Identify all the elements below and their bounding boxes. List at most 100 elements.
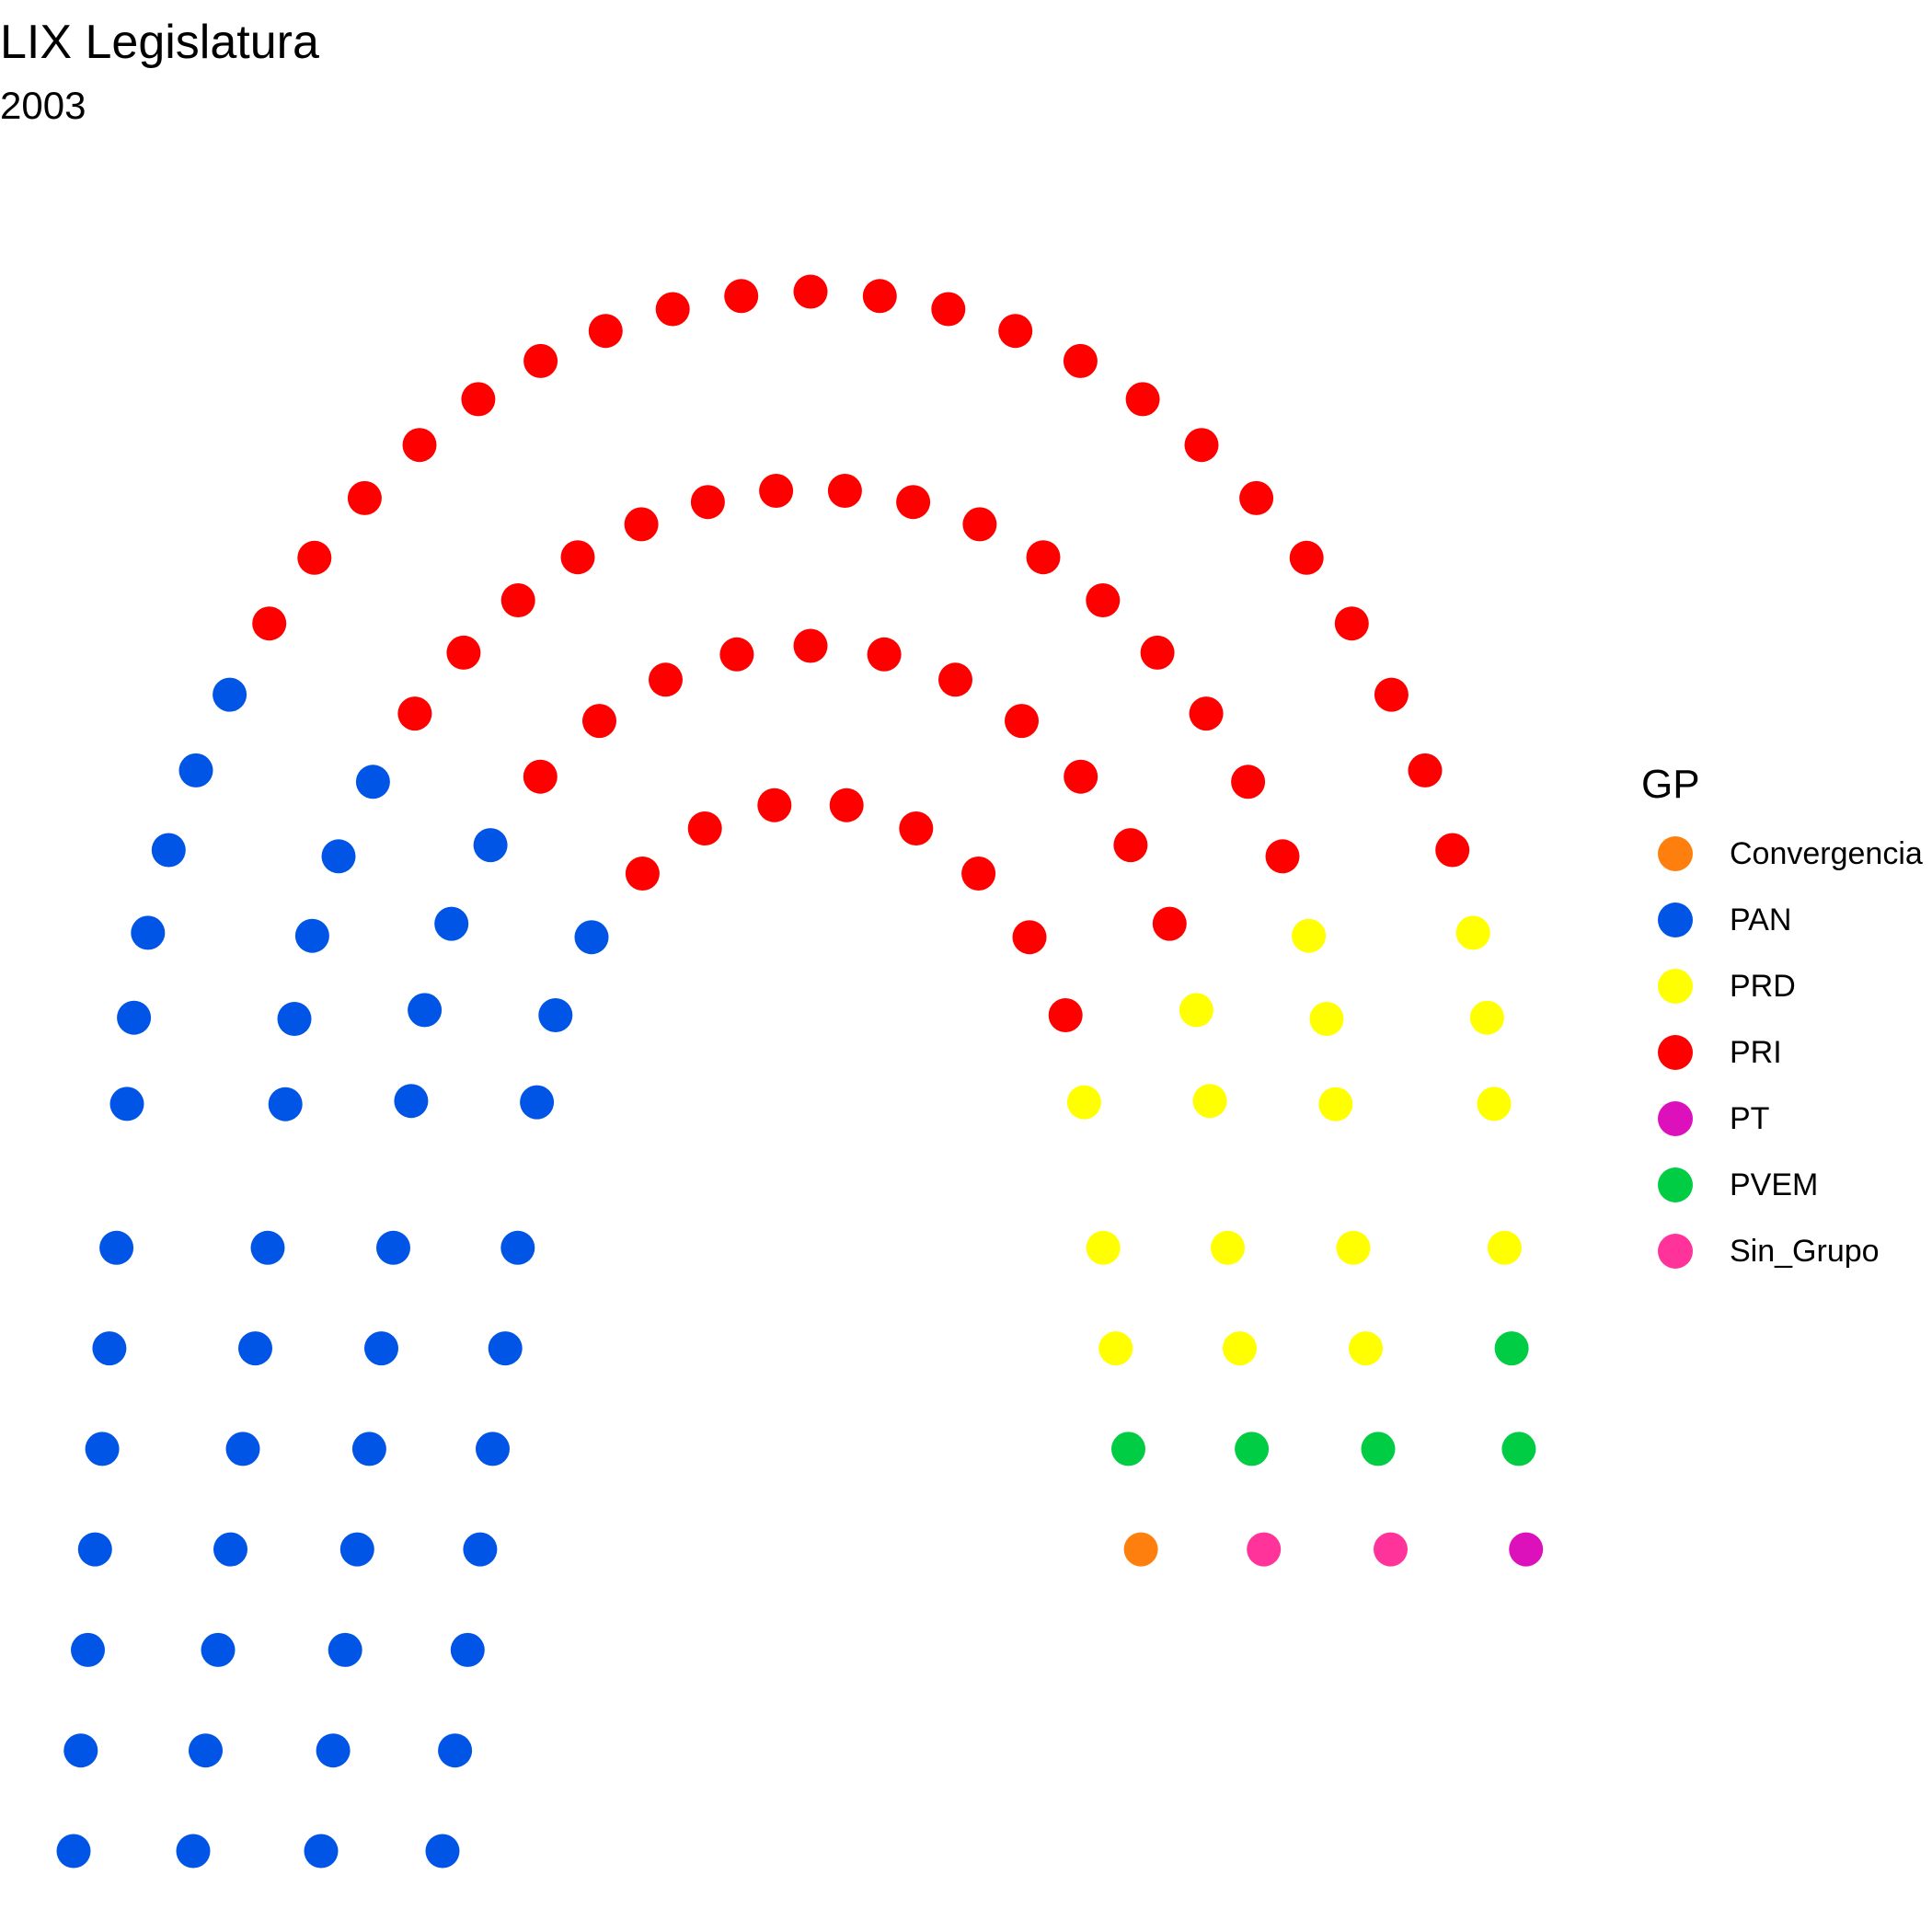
seat-pan: [268, 1087, 303, 1121]
seat-pri: [793, 628, 828, 663]
seat-pri: [1048, 998, 1083, 1032]
seat-pri: [560, 540, 595, 575]
seat-pvem: [1501, 1432, 1536, 1466]
seat-pri: [446, 635, 481, 670]
seat-pri: [1239, 480, 1274, 515]
seat-pri: [962, 507, 997, 542]
seat-sin_grupo: [1247, 1532, 1282, 1567]
seat-pan: [213, 1532, 247, 1567]
legend-item-pri: PRI: [1641, 1019, 1926, 1086]
seat-convergencia: [1123, 1532, 1158, 1567]
seat-pri: [938, 662, 972, 697]
seat-prd: [1349, 1331, 1383, 1366]
seat-pri: [1113, 828, 1148, 863]
seat-pan: [450, 1632, 485, 1667]
seat-pri: [719, 637, 754, 672]
seat-pan: [238, 1331, 272, 1366]
seat-pri: [461, 382, 496, 417]
seat-prd: [1098, 1331, 1133, 1366]
seat-pri: [690, 485, 725, 520]
legend-item-convergencia: Convergencia: [1641, 821, 1926, 887]
seat-pan: [99, 1230, 134, 1265]
seat-pan: [85, 1432, 120, 1466]
seat-pan: [176, 1834, 211, 1869]
seat-pvem: [1111, 1432, 1145, 1466]
seat-pri: [827, 474, 862, 508]
seat-pri: [899, 811, 934, 845]
seat-pri: [687, 811, 722, 845]
seat-pan: [476, 1432, 510, 1466]
seat-prd: [1455, 915, 1490, 950]
seat-prd: [1477, 1087, 1512, 1121]
seat-pri: [582, 704, 616, 739]
seat-prd: [1192, 1084, 1227, 1119]
seat-pan: [574, 920, 609, 955]
seat-pri: [829, 788, 864, 822]
seat-pan: [63, 1733, 98, 1768]
seat-pri: [1064, 759, 1098, 794]
seat-pri: [1125, 382, 1160, 417]
legend-item-pvem: PVEM: [1641, 1152, 1926, 1218]
seat-pan: [304, 1834, 339, 1869]
seat-prd: [1179, 993, 1213, 1028]
seat-prd: [1487, 1230, 1522, 1265]
legend-key: [1658, 969, 1693, 1004]
seat-pan: [294, 918, 329, 953]
seat-pri: [347, 480, 382, 515]
seat-prd: [1066, 1085, 1101, 1120]
seat-pri: [1005, 704, 1039, 739]
seat-pan: [92, 1331, 127, 1366]
seat-pan: [77, 1532, 112, 1567]
seat-prd: [1292, 918, 1327, 953]
seat-pan: [71, 1632, 105, 1667]
legend-key: [1658, 1035, 1693, 1070]
seat-pri: [1140, 635, 1175, 670]
seat-prd: [1318, 1087, 1353, 1121]
seat-pri: [1189, 696, 1224, 731]
seat-pri: [724, 279, 759, 314]
seat-prd: [1309, 1002, 1344, 1036]
legend-label: PAN: [1730, 902, 1792, 937]
seat-pan: [538, 998, 573, 1032]
seat-pri: [1152, 906, 1187, 941]
seat-pri: [297, 540, 332, 575]
seat-pan: [463, 1532, 498, 1567]
seat-pri: [523, 759, 558, 794]
seat-pri: [649, 662, 683, 697]
seat-pri: [397, 696, 432, 731]
seat-prd: [1211, 1230, 1245, 1265]
seat-pri: [1435, 833, 1470, 868]
seat-pan: [321, 839, 356, 874]
seat-pri: [759, 474, 794, 508]
legend-label: PVEM: [1730, 1167, 1819, 1202]
legend-title: GP: [1641, 762, 1700, 807]
chart-title: LIX Legislatura: [0, 16, 319, 69]
legend-key: [1658, 836, 1693, 871]
seat-pan: [201, 1632, 236, 1667]
seat-pan: [364, 1331, 398, 1366]
seat-pri: [252, 606, 287, 641]
seat-pan: [277, 1002, 312, 1036]
seat-pri: [867, 637, 902, 672]
legend-label: PT: [1730, 1100, 1770, 1136]
seat-pri: [523, 343, 558, 378]
seat-pri: [1184, 428, 1219, 463]
seat-pri: [1012, 920, 1047, 955]
seat-pan: [250, 1230, 285, 1265]
seat-pan: [488, 1331, 523, 1366]
seat-pan: [213, 677, 247, 712]
seat-pri: [625, 857, 660, 891]
seat-pan: [189, 1733, 223, 1768]
seat-pan: [376, 1230, 410, 1265]
seat-pri: [1289, 540, 1324, 575]
seat-pri: [931, 292, 966, 327]
seat-pt: [1509, 1532, 1544, 1567]
legend-label: Convergencia: [1730, 835, 1923, 871]
seat-pan: [438, 1733, 473, 1768]
seat-pan: [109, 1087, 144, 1121]
legend-items: Convergencia PAN PRD PRI PT PVEM Sin_Grupo: [1641, 821, 1926, 1284]
seat-pan: [351, 1432, 386, 1466]
seat-pvem: [1235, 1432, 1270, 1466]
seat-pri: [655, 292, 690, 327]
